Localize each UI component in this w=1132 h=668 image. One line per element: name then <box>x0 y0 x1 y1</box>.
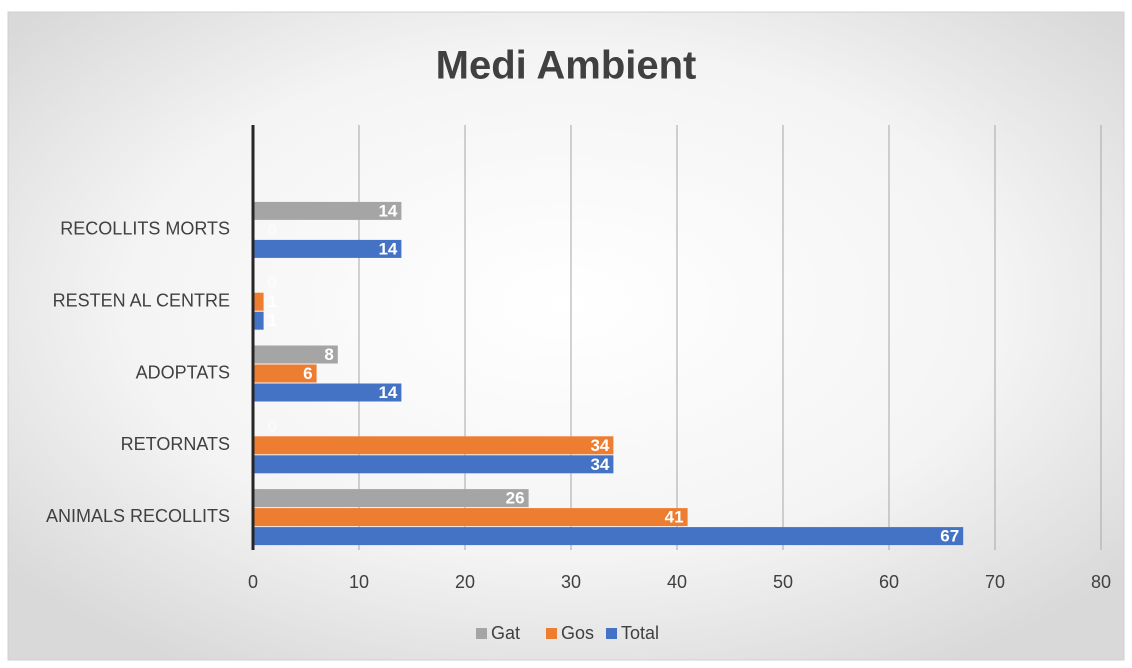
x-tick-label: 20 <box>455 572 475 592</box>
value-label: 26 <box>506 489 525 508</box>
x-tick-label: 0 <box>248 572 258 592</box>
bar <box>253 489 529 508</box>
x-tick-label: 60 <box>879 572 899 592</box>
bar <box>253 345 338 364</box>
value-label: 14 <box>378 201 397 220</box>
chart-title: Medi Ambient <box>436 44 697 88</box>
legend-swatch <box>606 628 617 639</box>
value-label: 1 <box>268 311 277 330</box>
category-label: RECOLLITS MORTS <box>60 219 230 239</box>
legend-swatch <box>476 628 487 639</box>
bar <box>253 508 688 527</box>
value-label: 14 <box>378 239 397 258</box>
legend-label: Total <box>621 623 659 643</box>
value-label: 0 <box>268 220 277 239</box>
category-label: RESTEN AL CENTRE <box>53 290 230 310</box>
bar <box>253 292 264 311</box>
bar <box>253 364 317 383</box>
category-label: ADOPTATS <box>136 362 230 382</box>
x-tick-label: 80 <box>1091 572 1111 592</box>
bar <box>253 527 964 546</box>
legend-label: Gat <box>491 623 520 643</box>
x-tick-label: 70 <box>985 572 1005 592</box>
bar <box>253 239 402 258</box>
value-label: 41 <box>665 508 684 527</box>
value-label: 6 <box>303 364 312 383</box>
category-label: ANIMALS RECOLLITS <box>46 506 230 526</box>
value-label: 34 <box>590 436 609 455</box>
bar <box>253 436 614 455</box>
x-tick-label: 40 <box>667 572 687 592</box>
x-tick-label: 50 <box>773 572 793 592</box>
value-label: 67 <box>940 527 959 546</box>
value-label: 0 <box>268 417 277 436</box>
chart-background <box>7 11 1125 661</box>
value-label: 14 <box>378 383 397 402</box>
x-tick-label: 10 <box>349 572 369 592</box>
category-label: RETORNATS <box>121 434 230 454</box>
legend-swatch <box>546 628 557 639</box>
bar <box>253 311 264 330</box>
bar <box>253 455 614 474</box>
x-tick-label: 30 <box>561 572 581 592</box>
value-label: 1 <box>268 292 277 311</box>
legend-label: Gos <box>561 623 594 643</box>
value-label: 34 <box>590 455 609 474</box>
bar <box>253 201 402 220</box>
bar <box>253 383 402 402</box>
value-label: 0 <box>268 273 277 292</box>
value-label: 8 <box>324 345 333 364</box>
